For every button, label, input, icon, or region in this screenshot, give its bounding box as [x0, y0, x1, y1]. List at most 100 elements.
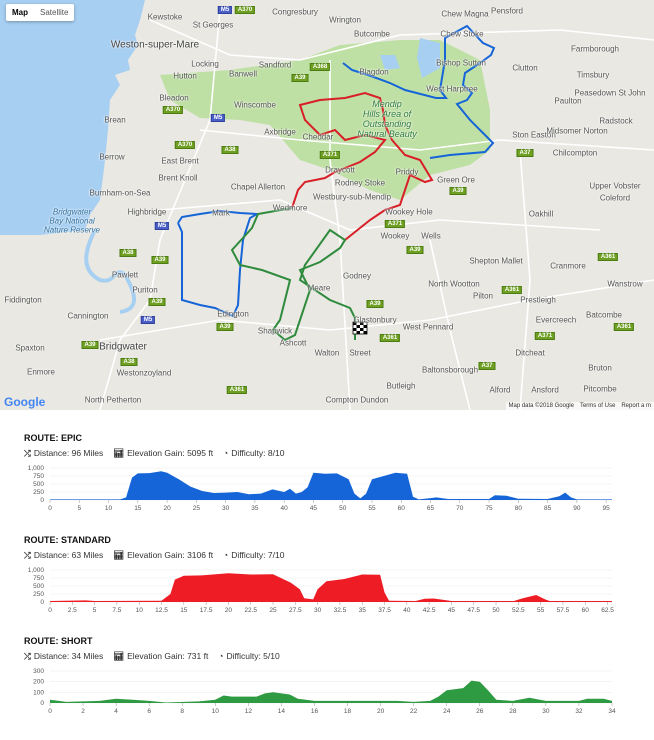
place-label: Locking [191, 59, 219, 69]
y-tick-label: 1,000 [28, 567, 45, 574]
map-canvas[interactable] [0, 0, 654, 410]
elevation-gain: Elevation Gain: 731 ft [127, 651, 209, 661]
place-label: Enmore [26, 367, 56, 377]
place-label: Spaxton [15, 343, 45, 353]
route-title: ROUTE: EPIC [24, 433, 83, 443]
route-epic: ROUTE: EPIC ⤮ Distance: 96 Miles 📊︎ Elevat… [24, 433, 634, 459]
place-label: Upper Vobster [589, 181, 641, 191]
place-label: Wookey Hole [385, 207, 433, 217]
place-label: Blagdon [359, 67, 389, 77]
x-tick-label: 20 [225, 607, 233, 614]
place-label: Chilcompton [552, 148, 598, 158]
x-tick-label: 2.5 [68, 607, 77, 614]
road-badge: A370 [234, 6, 256, 14]
place-label: Chew Stoke [440, 29, 484, 39]
x-tick-label: 24 [443, 708, 451, 715]
x-tick-label: 10 [212, 708, 220, 715]
road-badge: A361 [613, 323, 635, 331]
x-tick-label: 35 [359, 607, 367, 614]
x-tick-label: 22 [410, 708, 418, 715]
road-badge: M5 [154, 222, 170, 230]
map-type-satellite-button[interactable]: Satellite [40, 8, 69, 17]
road-badge: A370 [162, 106, 184, 114]
elevation-area [50, 680, 612, 703]
place-label: Timsbury [576, 70, 610, 80]
x-tick-label: 32 [575, 708, 583, 715]
x-tick-label: 0 [48, 505, 52, 512]
x-tick-label: 57.5 [557, 607, 570, 614]
place-label: Green Ore [437, 175, 475, 185]
place-label: Brean [104, 115, 126, 125]
x-tick-label: 35 [251, 505, 259, 512]
x-tick-label: 30 [314, 607, 322, 614]
standard-route-line[interactable] [291, 91, 434, 241]
epic-route-line-west[interactable] [177, 209, 261, 318]
place-label: Radstock [599, 116, 633, 126]
place-label: Berrow [99, 152, 125, 162]
x-tick-label: 40 [281, 505, 289, 512]
y-tick-label: 0 [40, 700, 44, 707]
river [84, 229, 136, 314]
place-label: Bleadon [159, 93, 189, 103]
x-tick-label: 70 [456, 505, 464, 512]
y-tick-label: 1,000 [28, 465, 45, 472]
road-badge: A39 [148, 298, 166, 306]
road-badge: A371 [384, 220, 406, 228]
road-badge: A38 [119, 249, 137, 257]
road-badge: A37 [516, 149, 534, 157]
route-map[interactable]: Kewstoke St Georges Congresbury Wrington But… [0, 0, 654, 410]
x-tick-label: 32.5 [334, 607, 347, 614]
place-label: Mark [212, 208, 230, 218]
place-label: Edington [217, 309, 249, 319]
place-label: Hutton [173, 71, 197, 81]
place-label: Godney [342, 271, 372, 281]
report-link[interactable]: Report a m [621, 403, 651, 409]
place-label: Midsomer Norton [546, 126, 608, 136]
road-badge: A361 [597, 253, 619, 261]
y-tick-label: 500 [33, 583, 44, 590]
place-label: Cranmore [550, 261, 586, 271]
bar-chart-icon: 📊︎ [113, 448, 125, 458]
place-label: Walton [314, 348, 340, 358]
place-label: Evercreech [535, 315, 577, 325]
place-label: Cannington [67, 311, 109, 321]
dashboard-icon: ◔ [218, 651, 224, 661]
route-short: ROUTE: SHORT ⤮ Distance: 34 Miles 📊︎ Eleva… [24, 636, 634, 662]
x-tick-label: 30 [222, 505, 230, 512]
x-tick-label: 85 [544, 505, 552, 512]
place-label: Pensford [490, 6, 524, 16]
road-badge: A39 [449, 187, 467, 195]
epic-route-line[interactable] [342, 24, 496, 159]
road-badge: A38 [221, 146, 239, 154]
difficulty: Difficulty: 7/10 [231, 550, 285, 560]
place-label: Highbridge [127, 207, 167, 217]
place-label: Westbury-sub-Mendip [312, 192, 392, 202]
road-badge: A39 [151, 256, 169, 264]
dashboard-icon: ◔ [223, 550, 229, 560]
place-label: Weston-super-Mare [110, 39, 200, 51]
x-tick-label: 90 [573, 505, 581, 512]
x-tick-label: 4 [114, 708, 118, 715]
terms-link[interactable]: Terms of Use [579, 403, 616, 409]
distance: Distance: 34 Miles [33, 651, 104, 661]
y-tick-label: 0 [40, 497, 44, 504]
map-type-map-button[interactable]: Map [12, 8, 28, 17]
place-label: Bridgwater [99, 341, 147, 353]
shuffle-icon: ⤮ [24, 550, 31, 560]
road-badge: A39 [81, 341, 99, 349]
elevation-area [50, 573, 612, 602]
place-label: North Petherton [84, 395, 142, 405]
place-label: Bishop Sutton [436, 58, 486, 68]
place-label: Farmborough [570, 44, 620, 54]
shuffle-icon: ⤮ [24, 448, 31, 458]
x-tick-label: 2 [81, 708, 85, 715]
short-route-line[interactable] [230, 207, 356, 342]
place-label: Wanstrow [607, 279, 643, 289]
x-tick-label: 95 [603, 505, 611, 512]
road-badge: M5 [217, 6, 233, 14]
road-badge: A371 [534, 332, 556, 340]
place-label: Banwell [228, 69, 258, 79]
place-label: Pilton [472, 291, 494, 301]
place-label: Axbridge [264, 127, 296, 137]
